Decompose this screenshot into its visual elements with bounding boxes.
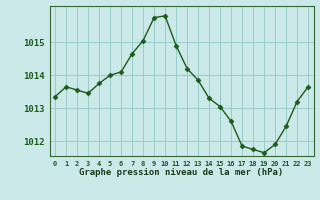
X-axis label: Graphe pression niveau de la mer (hPa): Graphe pression niveau de la mer (hPa) [79, 168, 284, 177]
